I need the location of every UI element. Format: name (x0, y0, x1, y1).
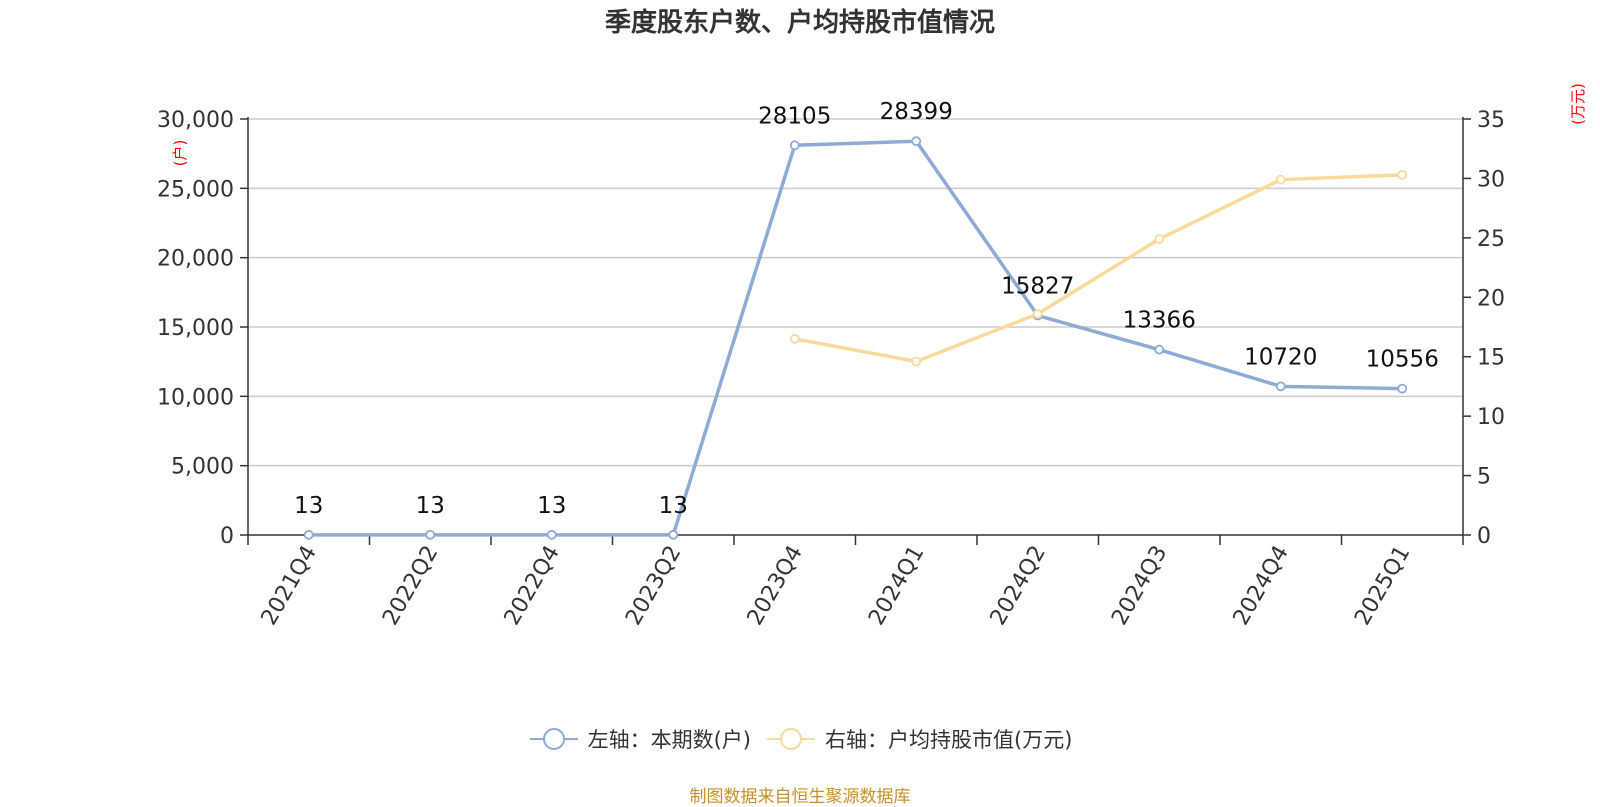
y-right-tick-label: 20 (1477, 286, 1505, 311)
y-right-tick-label: 25 (1477, 227, 1505, 252)
chart-title: 季度股东户数、户均持股市值情况 (604, 8, 995, 38)
data-label: 13 (659, 493, 688, 519)
series (303, 136, 1408, 540)
y-left-tick-label: 5,000 (171, 455, 234, 480)
source-note: 制图数据来自恒生聚源数据库 (689, 787, 911, 807)
series-1-point (1154, 234, 1165, 244)
y-left-tick-label: 25,000 (157, 177, 234, 202)
series-line-1 (794, 173, 1403, 364)
y-axis-right-title: (万元) (1569, 83, 1587, 125)
x-tick-label: 2024Q1 (864, 542, 929, 630)
series-0-point (1154, 344, 1165, 355)
y-right-tick-label: 5 (1477, 465, 1491, 490)
grid-lines (248, 118, 1463, 467)
legend-marker-holders-icon (529, 728, 578, 750)
y-right-tick-label: 0 (1477, 524, 1491, 549)
data-labels: 13 13 13 13 28105 28399 15827 13366 10720 10556 (294, 99, 1439, 519)
series-1-point (911, 356, 922, 367)
x-tick-label: 2024Q4 (1229, 542, 1294, 630)
x-tick-label: 2022Q4 (500, 542, 565, 630)
y-left-tick-label: 0 (220, 524, 234, 549)
series-1-point (789, 333, 800, 344)
x-tick-label: 2023Q2 (621, 542, 686, 630)
x-tick-label: 2024Q3 (1107, 542, 1172, 630)
series-0-point (789, 140, 800, 151)
legend-label-holders: 左轴：本期数(户) (587, 728, 751, 752)
x-tick-label: 2024Q2 (986, 542, 1051, 630)
data-label: 10720 (1244, 344, 1317, 370)
legend-marker-avg-value-icon (767, 728, 815, 750)
series-1-point (1032, 309, 1043, 319)
y-right-tick-label: 30 (1477, 167, 1505, 192)
series-0-point (1397, 383, 1408, 394)
x-tick-label: 2022Q2 (378, 542, 443, 630)
series-0-point (911, 136, 922, 147)
series-0-point (303, 529, 314, 540)
series-0-point (425, 529, 436, 540)
x-tick-label: 2021Q4 (257, 542, 322, 630)
data-label: 13 (416, 493, 445, 519)
series-line-0 (308, 139, 1403, 537)
legend-label-avg-value: 右轴：户均持股市值(万元) (825, 728, 1073, 752)
series-0-point (546, 529, 557, 540)
series-0-point (1275, 381, 1286, 392)
y-right-tick-label: 10 (1477, 405, 1505, 430)
data-label: 13 (294, 493, 323, 519)
y-left-tick-label: 20,000 (157, 247, 234, 272)
data-label: 28399 (880, 99, 953, 125)
x-tick-label: 2025Q1 (1350, 542, 1415, 630)
legend: 左轴：本期数(户) 右轴：户均持股市值(万元) (0, 724, 1600, 754)
series-0-point (668, 529, 679, 540)
data-label: 15827 (1001, 274, 1074, 300)
y-left-tick-label: 30,000 (157, 108, 234, 133)
series-1-point (1275, 174, 1286, 185)
data-label: 28105 (758, 103, 831, 129)
y-right-tick-label: 15 (1477, 346, 1505, 371)
data-label: 13366 (1123, 308, 1196, 334)
data-label: 10556 (1366, 347, 1439, 373)
x-tick-label: 2023Q4 (743, 542, 808, 630)
y-left-tick-label: 15,000 (157, 316, 234, 341)
legend-item-holders[interactable]: 左轴：本期数(户) (528, 724, 751, 754)
series-1-point (1397, 169, 1408, 180)
y-right-tick-label: 35 (1477, 108, 1505, 133)
data-label: 13 (537, 493, 566, 519)
y-left-tick-label: 10,000 (157, 385, 234, 410)
legend-item-avg-value[interactable]: 右轴：户均持股市值(万元) (765, 724, 1072, 754)
y-axis-left-title: (户) (171, 140, 189, 167)
